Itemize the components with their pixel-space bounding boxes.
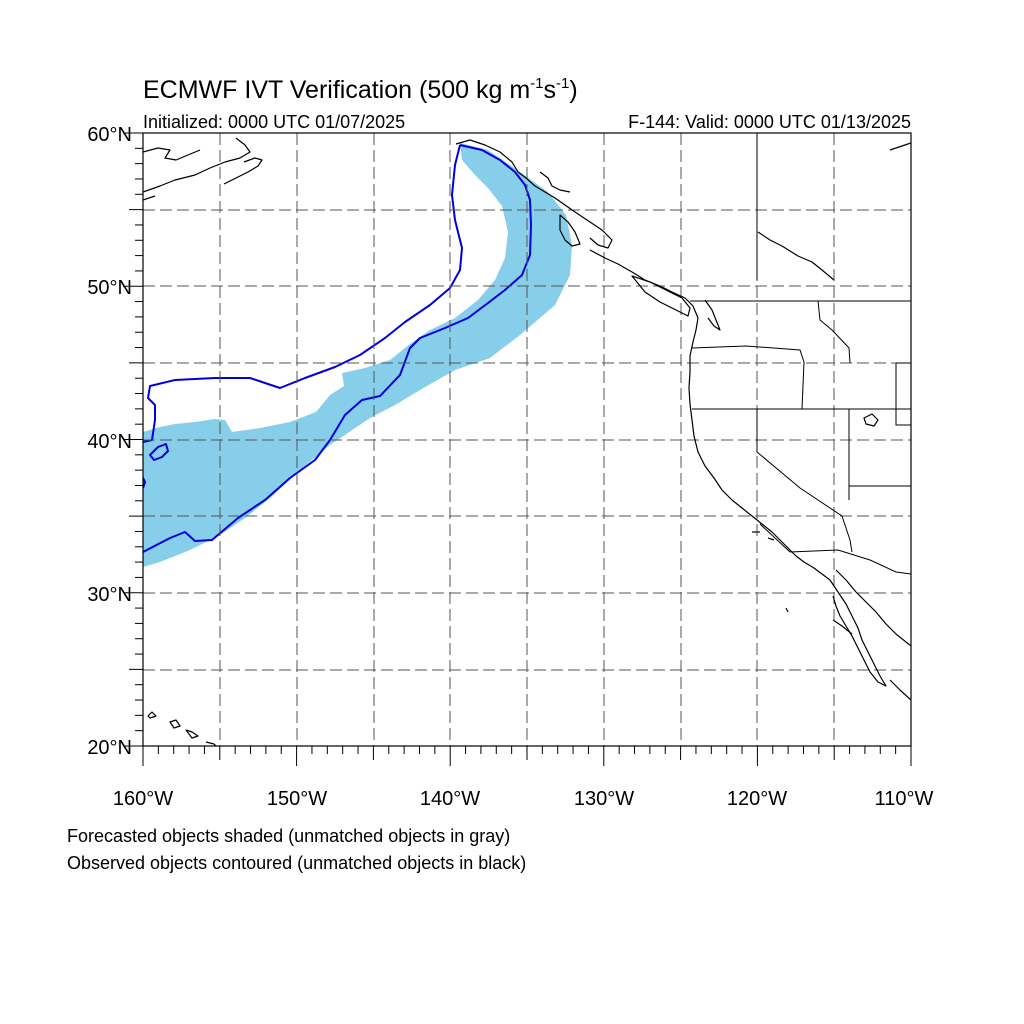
lon-label-140w: 140°W	[420, 788, 480, 810]
lon-label-110w: 110°W	[875, 788, 934, 810]
observed-ivt-contour-edge	[143, 477, 146, 489]
lon-label-160w: 160°W	[113, 788, 173, 810]
political-borders	[690, 133, 911, 575]
axis-ticks	[123, 132, 912, 766]
lon-label-150w: 150°W	[267, 788, 327, 810]
caption-forecast: Forecasted objects shaded (unmatched obj…	[67, 826, 510, 846]
caption-observed: Observed objects contoured (unmatched ob…	[67, 853, 526, 873]
observed-ivt-contour	[143, 144, 532, 553]
forecast-ivt-object	[143, 143, 572, 567]
lon-label-120w: 120°W	[727, 788, 787, 810]
init-time-label: Initialized: 0000 UTC 01/07/2025	[143, 112, 405, 132]
valid-time-label: F-144: Valid: 0000 UTC 01/13/2025	[628, 112, 911, 132]
observed-ivt-contour-north-lobe	[143, 144, 463, 443]
lat-label-30n: 30°N	[87, 584, 132, 606]
lon-label-130w: 130°W	[574, 788, 634, 810]
lat-label-40n: 40°N	[87, 431, 132, 453]
lat-label-50n: 50°N	[87, 277, 132, 299]
lat-label-20n: 20°N	[87, 737, 132, 759]
map-area	[143, 133, 911, 746]
lat-label-60n: 60°N	[87, 124, 132, 146]
figure-title: ECMWF IVT Verification (500 kg m-1s-1)	[143, 75, 578, 104]
observed-ivt-contour-small	[149, 443, 169, 461]
coastlines	[143, 137, 911, 746]
